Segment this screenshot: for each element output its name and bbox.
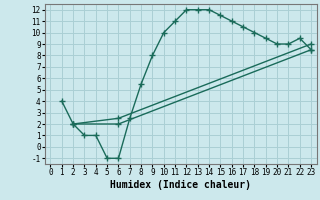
X-axis label: Humidex (Indice chaleur): Humidex (Indice chaleur) (110, 180, 251, 190)
